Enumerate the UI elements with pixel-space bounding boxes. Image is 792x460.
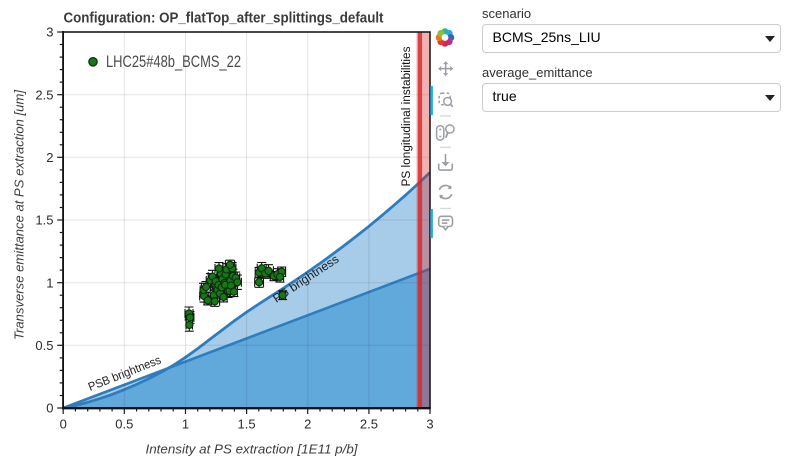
svg-text:0: 0 — [46, 401, 53, 416]
svg-text:1.5: 1.5 — [238, 417, 256, 432]
svg-text:0.5: 0.5 — [115, 417, 133, 432]
svg-text:3: 3 — [426, 417, 433, 432]
svg-text:2: 2 — [46, 150, 53, 165]
svg-text:Intensity at PS extraction [1E: Intensity at PS extraction [1E11 p/b] — [146, 441, 358, 456]
svg-text:0: 0 — [60, 417, 67, 432]
svg-text:PS longitudinal instabilities: PS longitudinal instabilities — [401, 46, 413, 186]
svg-text:2.5: 2.5 — [360, 417, 378, 432]
svg-text:3: 3 — [46, 25, 53, 40]
svg-text:LHC25#48b_BCMS_22: LHC25#48b_BCMS_22 — [106, 52, 241, 71]
svg-text:2: 2 — [304, 417, 311, 432]
svg-text:1: 1 — [182, 417, 189, 432]
svg-text:Transverse emittance at PS ext: Transverse emittance at PS extraction [u… — [12, 90, 27, 340]
svg-text:0.5: 0.5 — [35, 338, 53, 353]
svg-text:1.5: 1.5 — [35, 213, 53, 228]
svg-text:Configuration: OP_flatTop_afte: Configuration: OP_flatTop_after_splittin… — [64, 10, 384, 26]
svg-text:2.5: 2.5 — [35, 87, 53, 102]
svg-text:1: 1 — [46, 275, 53, 290]
